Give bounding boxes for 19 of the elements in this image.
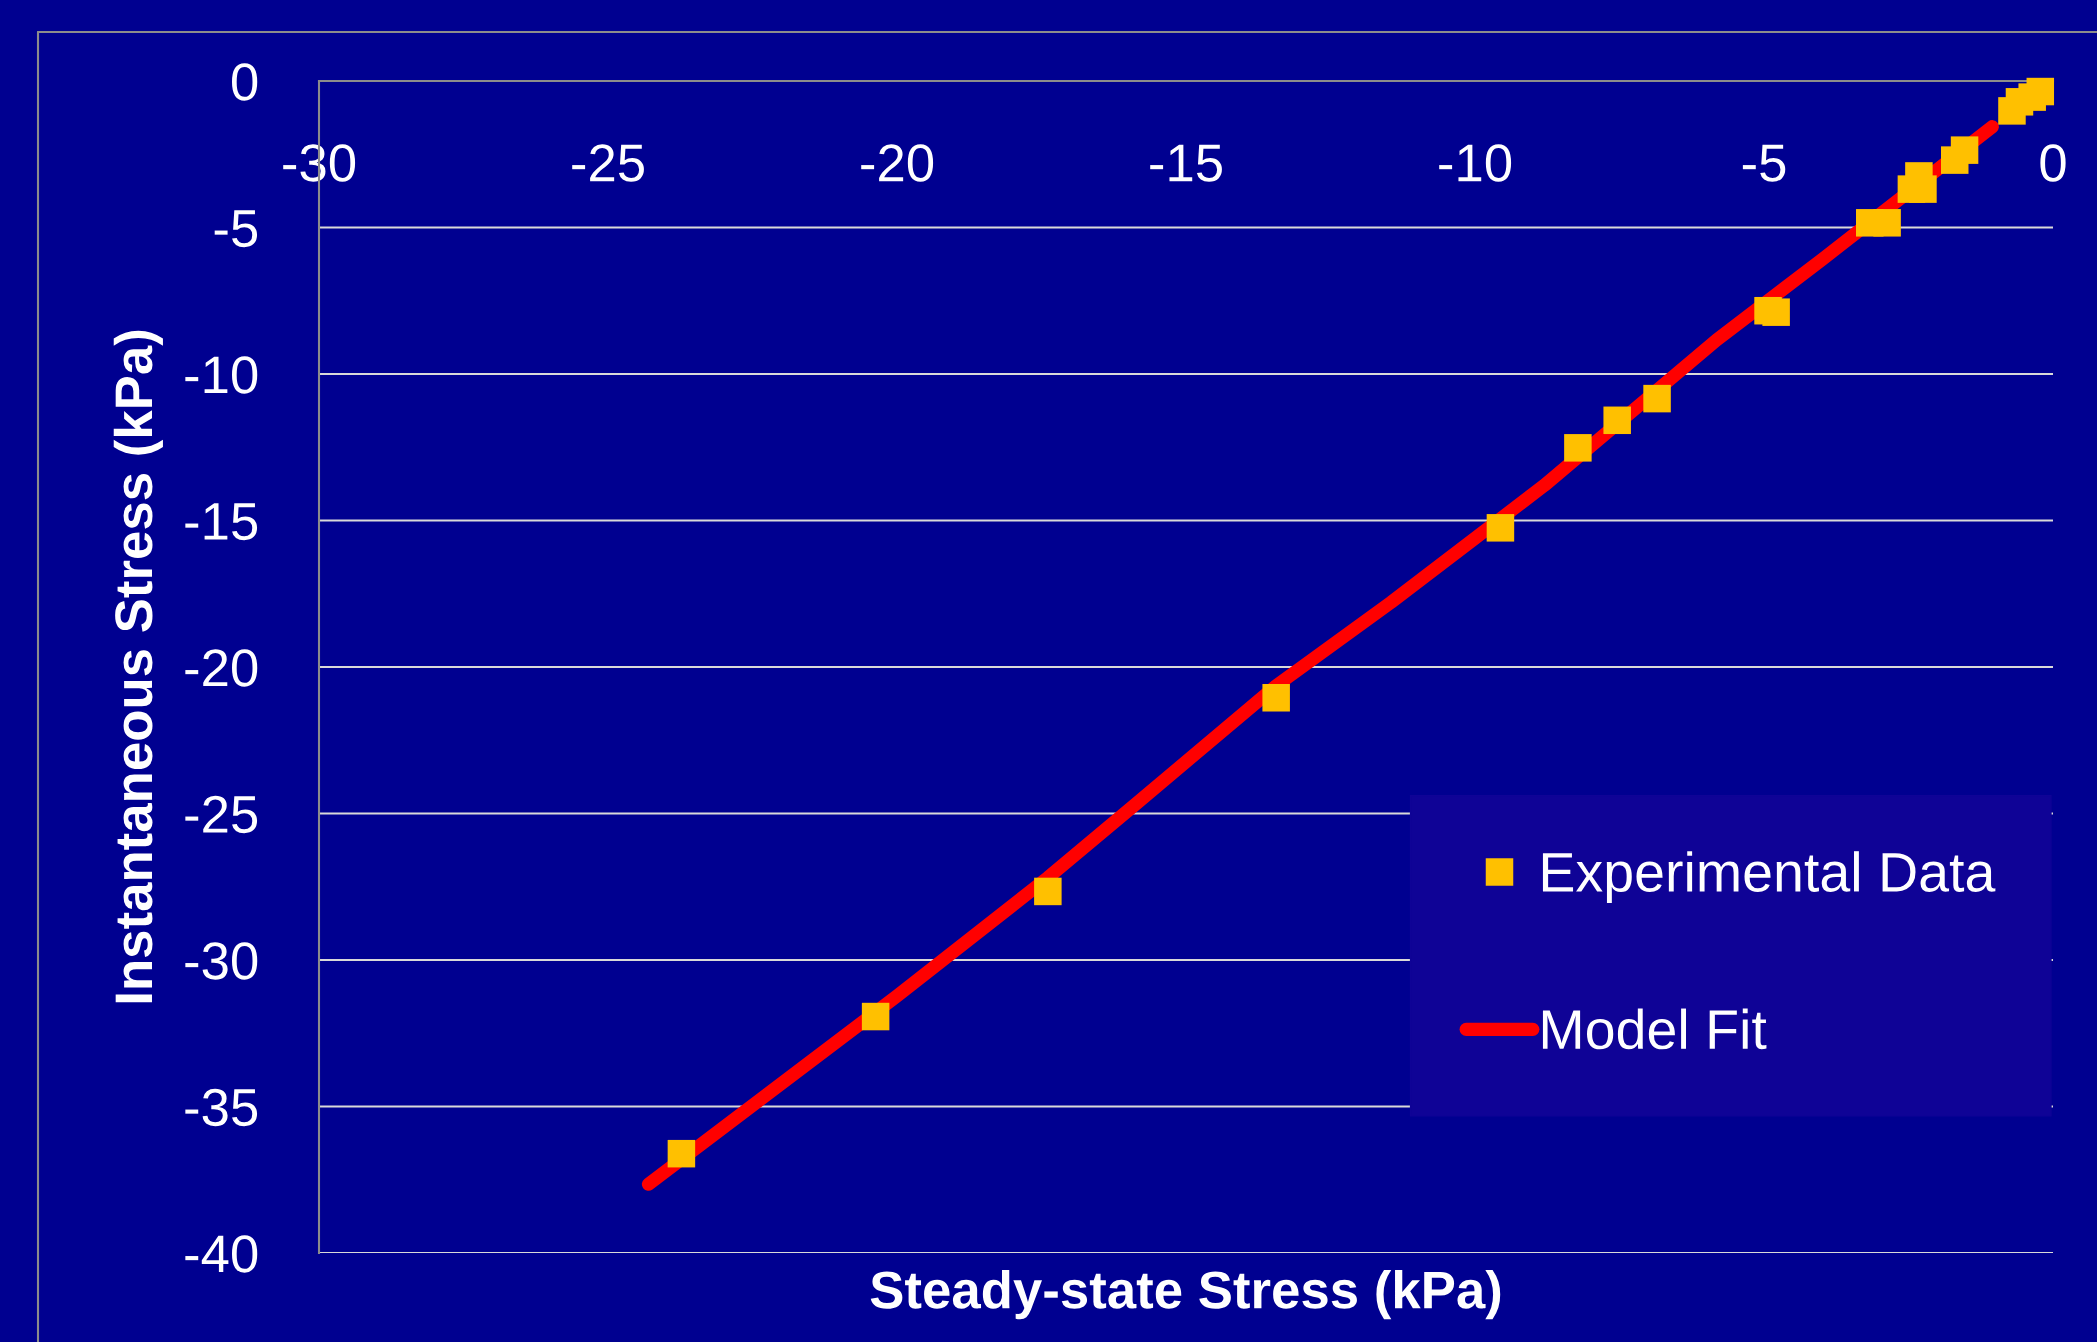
- x-tick-label: -20: [861, 144, 934, 182]
- y-tick-label: 0: [231, 63, 258, 101]
- y-tick-label: -15: [185, 503, 258, 541]
- x-axis-title: Steady-state Stress (kPa): [870, 1269, 1501, 1320]
- x-tick-label: -25: [572, 144, 644, 182]
- y-tick-label: -5: [214, 210, 258, 248]
- y-axis-title: Instantaneous Stress (kPa): [113, 330, 163, 1003]
- y-tick-label: -30: [185, 942, 258, 980]
- x-tick-label: -5: [1742, 144, 1786, 182]
- y-tick-label: -40: [185, 1235, 258, 1273]
- y-tick-label: -35: [185, 1088, 258, 1127]
- legend-label: Experimental Data: [1542, 851, 1996, 903]
- legend-label: Model Fit: [1542, 1008, 1767, 1050]
- y-tick-label: -25: [185, 795, 258, 834]
- x-tick-label: 0: [2040, 144, 2066, 182]
- y-tick-label: -20: [185, 649, 258, 687]
- x-tick-label: -15: [1150, 144, 1222, 182]
- x-tick-label: -10: [1439, 144, 1512, 182]
- y-tick-label: -10: [185, 356, 258, 394]
